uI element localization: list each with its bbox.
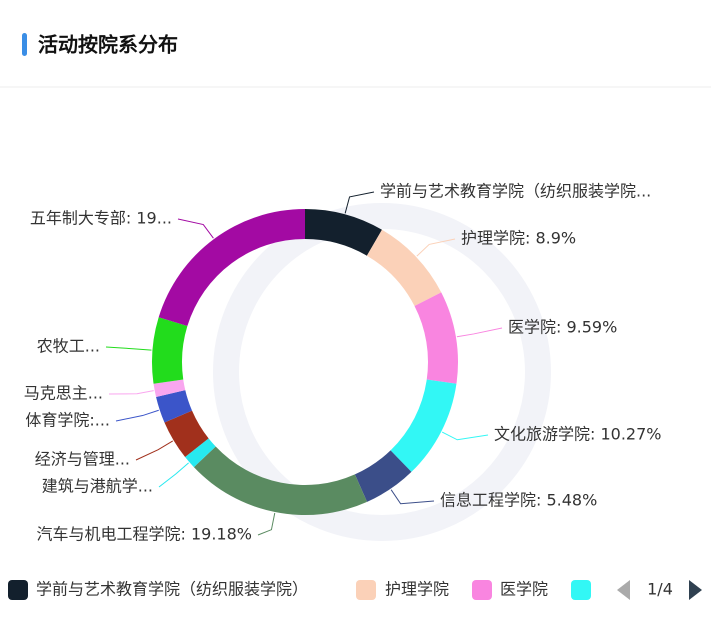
leader-line (108, 390, 154, 395)
data-label: 建筑与港航学... (42, 477, 153, 496)
leader-line (115, 409, 159, 422)
leader-line (416, 238, 456, 257)
title-bar (22, 33, 27, 56)
donut-segment (305, 209, 382, 256)
data-label: 信息工程学院: 5.48% (440, 491, 597, 510)
data-label: 农牧工... (37, 337, 100, 356)
donut-segment (164, 410, 209, 458)
donut-segment (185, 438, 216, 468)
legend-label: 学前与艺术教育学院（纺织服装学院） (36, 580, 308, 599)
data-label: 护理学院: 8.9% (461, 229, 576, 248)
legend-swatch (472, 580, 492, 600)
leader-line (257, 512, 276, 536)
leader-line (105, 346, 152, 351)
leader-line (344, 191, 375, 214)
donut-segment (158, 209, 305, 327)
legend-swatch (356, 580, 376, 600)
leader-line (158, 462, 189, 488)
data-label: 五年制大专部: 19... (30, 209, 172, 228)
leader-line (441, 431, 489, 441)
donut-segment (414, 292, 458, 384)
data-label: 马克思主... (24, 384, 103, 403)
donut-segment (193, 446, 368, 515)
pager-prev[interactable] (617, 580, 630, 600)
legend-label: 医学院 (500, 580, 548, 599)
donut-segment (153, 379, 186, 397)
legend-label: 护理学院 (385, 580, 449, 599)
leader-line (135, 440, 174, 461)
title: 活动按院系分布 (38, 33, 178, 57)
data-label: 经济与管理... (35, 450, 130, 469)
leader-line (177, 218, 214, 239)
decor-ring (213, 203, 551, 541)
data-label: 文化旅游学院: 10.27% (494, 425, 662, 444)
data-label: 医学院: 9.59% (508, 318, 617, 337)
donut-segment (354, 450, 412, 502)
donut-segment (152, 317, 188, 384)
data-label: 学前与艺术教育学院（纺织服装学院... (380, 182, 651, 201)
leader-line (456, 327, 503, 338)
data-label: 汽车与机电工程学院: 19.18% (37, 525, 253, 544)
pager-text: 1/4 (647, 580, 673, 599)
donut-segment (156, 390, 193, 423)
pager-next[interactable] (689, 580, 702, 600)
legend: 学前与艺术教育学院（纺织服装学院） 护理学院 医学院 (8, 580, 591, 600)
leader-line (390, 489, 435, 505)
donut-segment (366, 229, 442, 307)
data-label: 体育学院:... (25, 411, 110, 430)
legend-swatch (8, 580, 28, 600)
donut-segment (390, 379, 457, 472)
legend-swatch (571, 580, 591, 600)
